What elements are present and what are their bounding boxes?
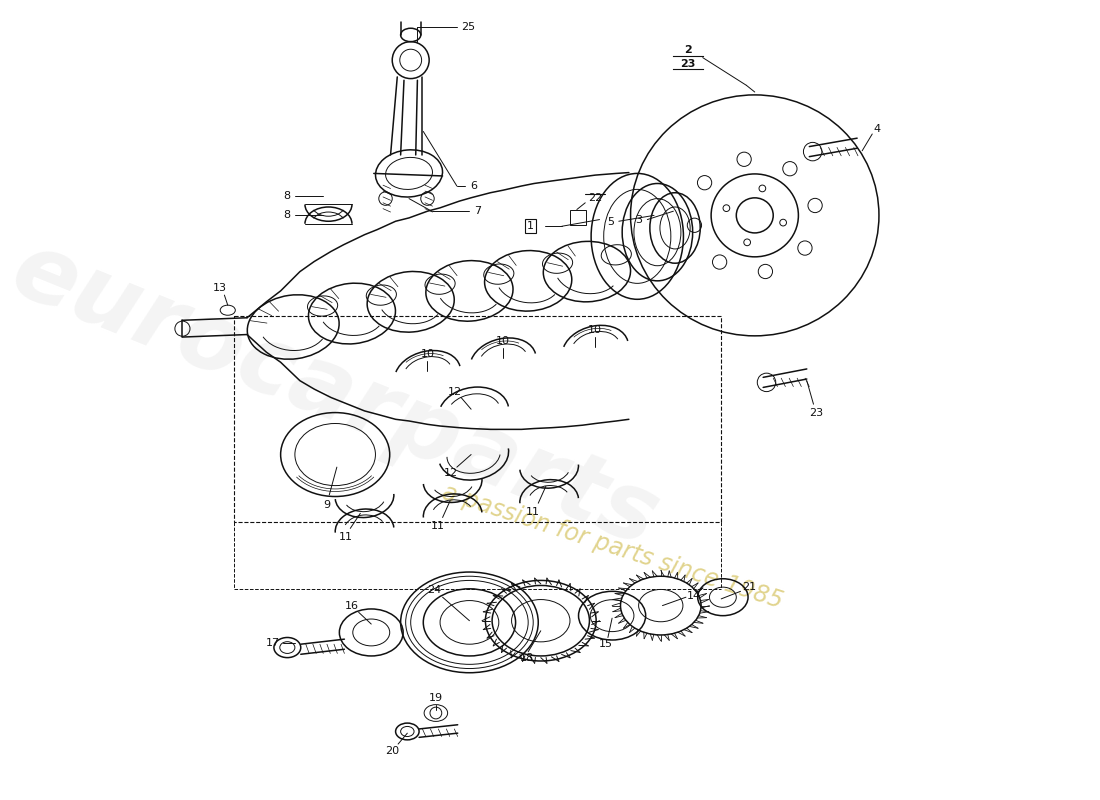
Text: 14: 14 xyxy=(688,590,702,601)
Text: a passion for parts since 1985: a passion for parts since 1985 xyxy=(439,480,785,614)
Text: 23: 23 xyxy=(680,59,695,70)
Text: 10: 10 xyxy=(496,336,510,346)
Text: 18: 18 xyxy=(519,654,534,663)
Text: 10: 10 xyxy=(420,349,434,359)
Text: 4: 4 xyxy=(873,124,881,134)
Text: 12: 12 xyxy=(444,468,458,478)
Text: 9: 9 xyxy=(323,500,330,510)
Text: eurocarparts: eurocarparts xyxy=(0,224,672,567)
Text: 11: 11 xyxy=(339,532,353,542)
Text: 11: 11 xyxy=(526,506,540,517)
Text: 22: 22 xyxy=(588,193,603,202)
Text: 11: 11 xyxy=(430,521,444,531)
Text: 1: 1 xyxy=(527,222,535,231)
Text: 16: 16 xyxy=(345,601,359,610)
Text: 21: 21 xyxy=(741,582,756,592)
Text: 5: 5 xyxy=(607,217,614,227)
Text: 13: 13 xyxy=(212,283,227,294)
Text: 8: 8 xyxy=(283,191,290,201)
Text: 6: 6 xyxy=(470,181,477,191)
Text: 12: 12 xyxy=(448,386,462,397)
Text: 24: 24 xyxy=(427,586,441,595)
Text: 25: 25 xyxy=(461,22,475,31)
Text: 19: 19 xyxy=(429,693,443,703)
Text: 2: 2 xyxy=(684,45,692,55)
Text: 23: 23 xyxy=(808,407,823,418)
Text: 15: 15 xyxy=(600,639,613,650)
Text: 10: 10 xyxy=(588,326,603,335)
Text: 8: 8 xyxy=(283,210,290,220)
Text: 3: 3 xyxy=(636,215,642,226)
Text: 20: 20 xyxy=(385,746,399,756)
Text: 17: 17 xyxy=(266,638,280,647)
Text: 7: 7 xyxy=(474,206,482,216)
Polygon shape xyxy=(570,210,586,225)
